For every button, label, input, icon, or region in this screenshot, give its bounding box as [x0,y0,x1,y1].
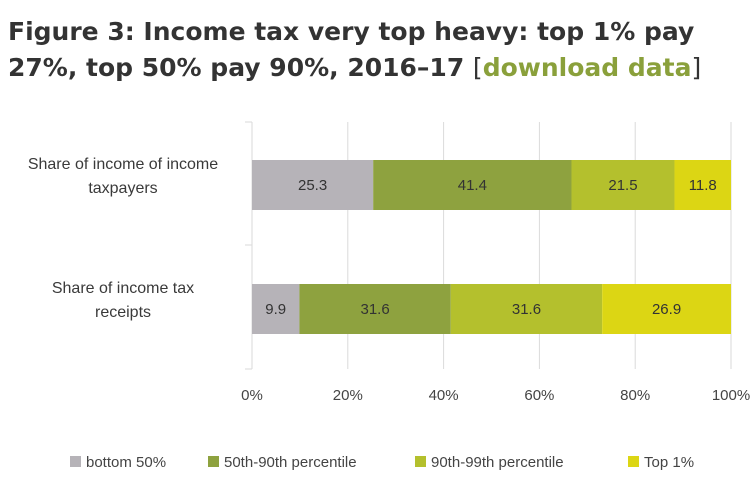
bar-segment-0-3 [674,160,731,210]
bar-segment-1-1 [299,284,451,334]
x-axis-ticks: 0% 20% 40% 60% 80% 100% [241,387,750,404]
x-tick-label-5: 100% [712,387,750,404]
legend-swatch-2 [415,456,426,467]
title-bracket-close: ] [691,53,702,82]
title-bracket-open: [ [472,53,483,82]
legend-label-1: 50th-90th percentile [224,454,357,471]
bar-segment-0-0 [252,160,374,210]
bars: 25.3 41.4 21.5 11.8 9.9 31.6 31.6 26.9 [252,160,731,334]
category-label-line-0-0: Share of income of income [28,156,218,173]
legend: bottom 50% 50th-90th percentile 90th-99th … [70,454,694,471]
category-labels: Share of income of income taxpayersShare … [28,156,218,321]
legend-label-0: bottom 50% [86,454,166,471]
data-label-1-2: 31.6 [512,301,541,318]
legend-swatch-1 [208,456,219,467]
data-label-1-3: 26.9 [652,301,681,318]
x-tick-label-4: 80% [620,387,650,404]
category-label-1: Share of income tax receipts [52,280,194,321]
legend-swatch-3 [628,456,639,467]
chart-title: Figure 3: Income tax very top heavy: top… [8,14,738,86]
category-label-line-1-0: Share of income tax [52,280,194,297]
legend-label-2: 90th-99th percentile [431,454,564,471]
data-label-0-0: 25.3 [298,177,327,194]
x-tick-label-3: 60% [524,387,554,404]
download-data-link[interactable]: download data [482,53,692,82]
legend-swatch-0 [70,456,81,467]
data-label-1-0: 9.9 [265,301,286,318]
bar-segment-0-1 [373,160,572,210]
data-label-0-1: 41.4 [458,177,487,194]
category-label-0: Share of income of income taxpayers [28,156,218,197]
legend-item-0: bottom 50% [70,454,166,471]
legend-item-1: 50th-90th percentile [208,454,357,471]
category-label-line-0-1: taxpayers [88,180,157,197]
bar-segment-1-2 [450,284,603,334]
bar-segment-0-2 [571,160,675,210]
x-tick-label-0: 0% [241,387,263,404]
data-label-0-3: 11.8 [689,177,717,194]
x-tick-label-1: 20% [333,387,363,404]
legend-item-2: 90th-99th percentile [415,454,564,471]
data-label-1-1: 31.6 [361,301,390,318]
chart-title-text: Figure 3: Income tax very top heavy: top… [8,17,695,82]
x-tick-label-2: 40% [429,387,459,404]
bar-segment-1-0 [252,284,300,334]
bar-segment-1-3 [602,284,731,334]
category-label-line-1-1: receipts [95,304,151,321]
legend-item-3: Top 1% [628,454,694,471]
data-label-0-2: 21.5 [608,177,637,194]
legend-label-3: Top 1% [644,454,694,471]
